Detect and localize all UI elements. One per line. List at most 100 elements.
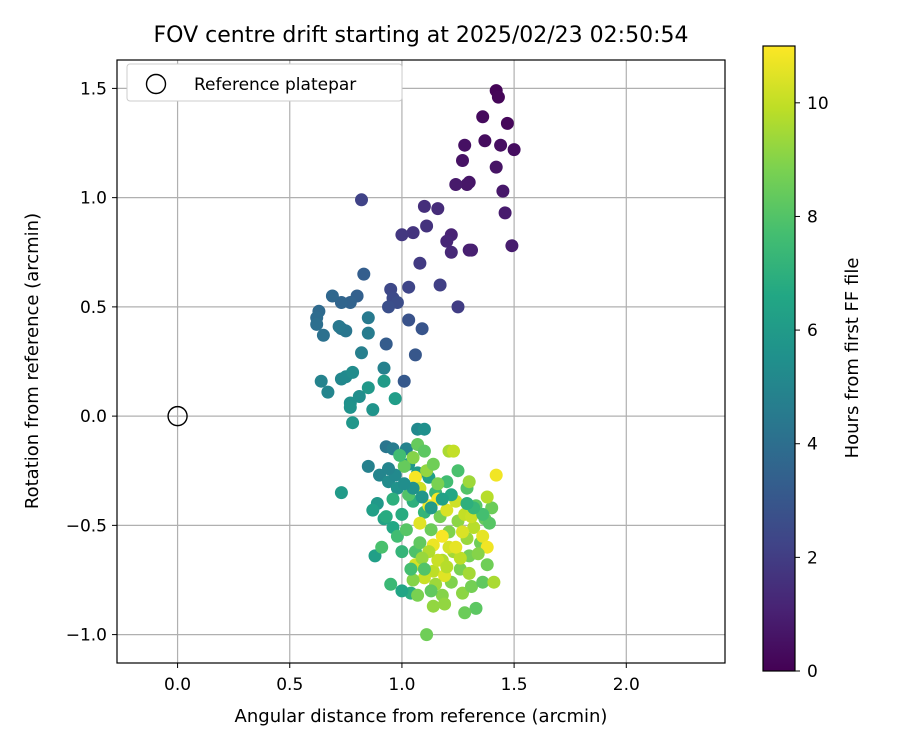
data-point (417, 444, 431, 458)
data-point (402, 313, 416, 327)
data-point (494, 138, 508, 152)
data-point (366, 403, 380, 417)
data-point (417, 562, 431, 576)
data-point (361, 459, 375, 473)
data-point (334, 296, 348, 309)
data-point (424, 523, 438, 537)
colorbar-tick-label: 0 (807, 662, 818, 682)
data-point (449, 540, 463, 554)
data-point (395, 507, 409, 521)
y-tick-label: 0.5 (80, 298, 107, 318)
data-point (408, 470, 422, 484)
x-tick-label: 1.5 (501, 675, 528, 695)
data-point (375, 540, 389, 554)
data-point (471, 547, 485, 561)
data-point (431, 477, 445, 491)
data-point (406, 451, 420, 465)
y-tick-label: −1.0 (66, 626, 107, 646)
data-point (451, 300, 465, 314)
data-point (420, 219, 434, 233)
data-point (482, 516, 496, 530)
colorbar (762, 45, 796, 672)
data-point (316, 328, 330, 342)
data-point (456, 154, 469, 167)
data-point (334, 486, 348, 500)
data-point (406, 226, 420, 240)
data-point (462, 475, 476, 489)
data-point (346, 416, 360, 430)
data-point (460, 497, 474, 510)
x-tick-label: 1.0 (388, 675, 415, 695)
data-point (480, 540, 494, 554)
data-point (321, 385, 335, 399)
data-point (314, 374, 328, 388)
data-point (467, 521, 481, 534)
data-point (487, 575, 501, 589)
data-point (386, 492, 400, 506)
data-point (500, 116, 514, 130)
data-point (458, 606, 472, 620)
data-point (415, 322, 429, 336)
data-point (397, 459, 411, 473)
data-point (438, 597, 452, 611)
data-point (413, 536, 427, 550)
data-point (478, 134, 492, 148)
data-point (397, 477, 411, 491)
data-point (456, 586, 469, 600)
data-point (498, 206, 512, 220)
data-point (377, 374, 391, 388)
colorbar-ticks: 0 2 4 6 8 10 (795, 94, 829, 682)
data-point (393, 448, 407, 462)
data-point (435, 529, 449, 543)
data-point (415, 490, 429, 504)
data-point (395, 545, 409, 559)
data-point (361, 326, 375, 340)
reference-marker (167, 405, 188, 427)
y-tick-label: 0.0 (80, 407, 107, 427)
colorbar-label: Hours from first FF file (842, 258, 863, 459)
data-point (480, 490, 494, 504)
y-tick-label: 1.5 (80, 79, 107, 99)
data-point (440, 560, 454, 574)
data-point (480, 558, 494, 572)
data-point (447, 444, 460, 458)
data-point (361, 381, 375, 395)
legend-marker-circle (145, 73, 167, 95)
plot-frame (116, 59, 726, 664)
data-point (310, 317, 324, 331)
legend: Reference platepar (126, 63, 403, 102)
data-point (379, 337, 393, 351)
data-point (476, 507, 490, 521)
data-point (404, 562, 418, 576)
data-point (399, 523, 413, 537)
data-point (352, 390, 366, 403)
data-point (384, 577, 398, 591)
data-point (440, 503, 454, 517)
data-point (469, 601, 483, 615)
data-point (390, 529, 404, 543)
data-points (310, 84, 521, 642)
data-point (377, 361, 391, 375)
colorbar-tick-label: 10 (807, 94, 829, 114)
data-point (453, 551, 467, 565)
data-point (382, 462, 395, 476)
data-point (417, 422, 431, 436)
data-point (485, 501, 499, 515)
data-point (440, 234, 454, 248)
data-point (489, 160, 503, 174)
data-point (379, 510, 393, 524)
data-point (366, 503, 380, 517)
data-point (465, 243, 478, 257)
data-point (451, 464, 465, 478)
data-point (382, 300, 395, 314)
data-point (476, 529, 490, 543)
data-point (458, 138, 472, 152)
colorbar-tick-label: 4 (807, 435, 818, 455)
data-point (413, 256, 427, 270)
data-point (406, 573, 420, 587)
data-point (357, 267, 371, 281)
x-tick-label: 0.5 (276, 675, 303, 695)
reference-platepar-circle (167, 405, 188, 427)
y-tick-label: 1.0 (80, 189, 107, 209)
